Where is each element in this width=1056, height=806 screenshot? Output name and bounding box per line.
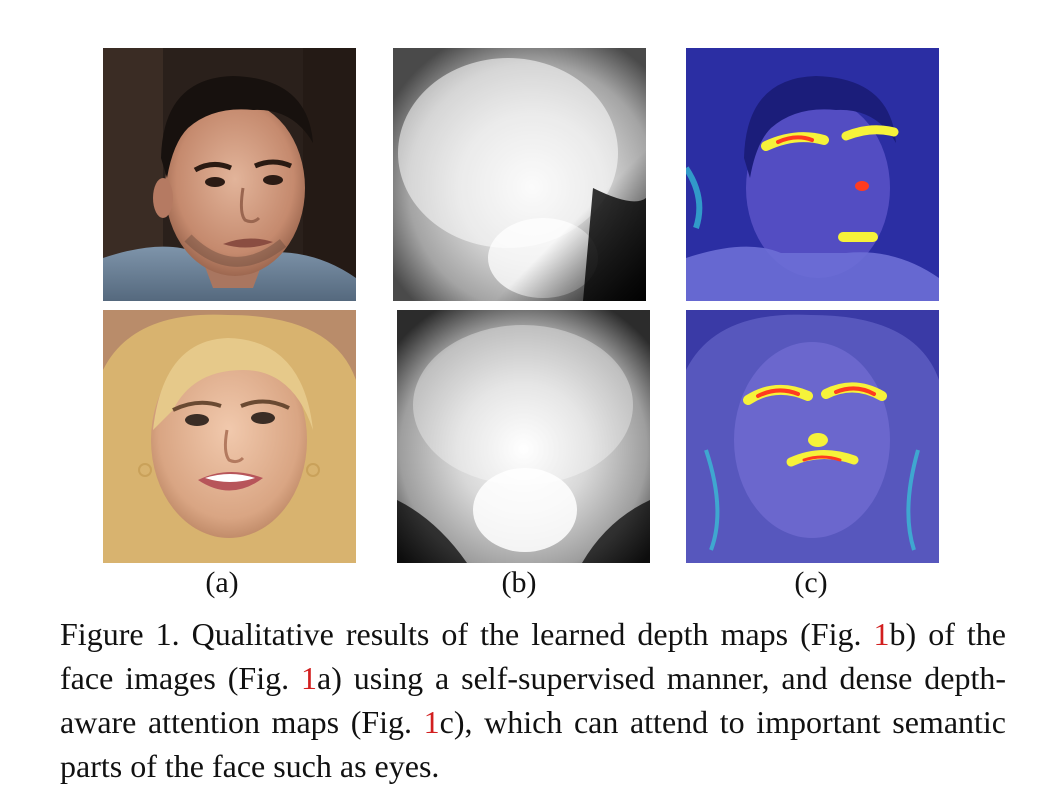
panel-label-a: (a): [205, 566, 239, 599]
attention-map-man: [686, 48, 939, 301]
caption-prefix: Figure 1.: [60, 616, 180, 652]
face-image-man: [103, 48, 356, 301]
face-image-woman: [103, 310, 356, 563]
figure-caption: Figure 1. Qualitative results of the lea…: [60, 612, 1006, 788]
attention-map-woman: [686, 310, 939, 563]
panel-label-b: (b): [501, 566, 537, 599]
depth-map-woman: [397, 310, 650, 563]
caption-text: Qualitative results of the learned depth…: [179, 616, 874, 652]
figure-ref-link[interactable]: 1: [423, 704, 440, 740]
figure-ref-link[interactable]: 1: [301, 660, 317, 696]
caption-text: c), which can attend to important semant…: [60, 704, 1007, 784]
figure-ref-link[interactable]: 1: [873, 616, 890, 652]
panel-label-c: (c): [794, 566, 828, 599]
caption-text: a) using a self-supervised manner, and d…: [60, 660, 1007, 740]
caption-text: b) of the face images (Fig.: [60, 616, 1007, 696]
depth-map-man: [393, 48, 646, 301]
